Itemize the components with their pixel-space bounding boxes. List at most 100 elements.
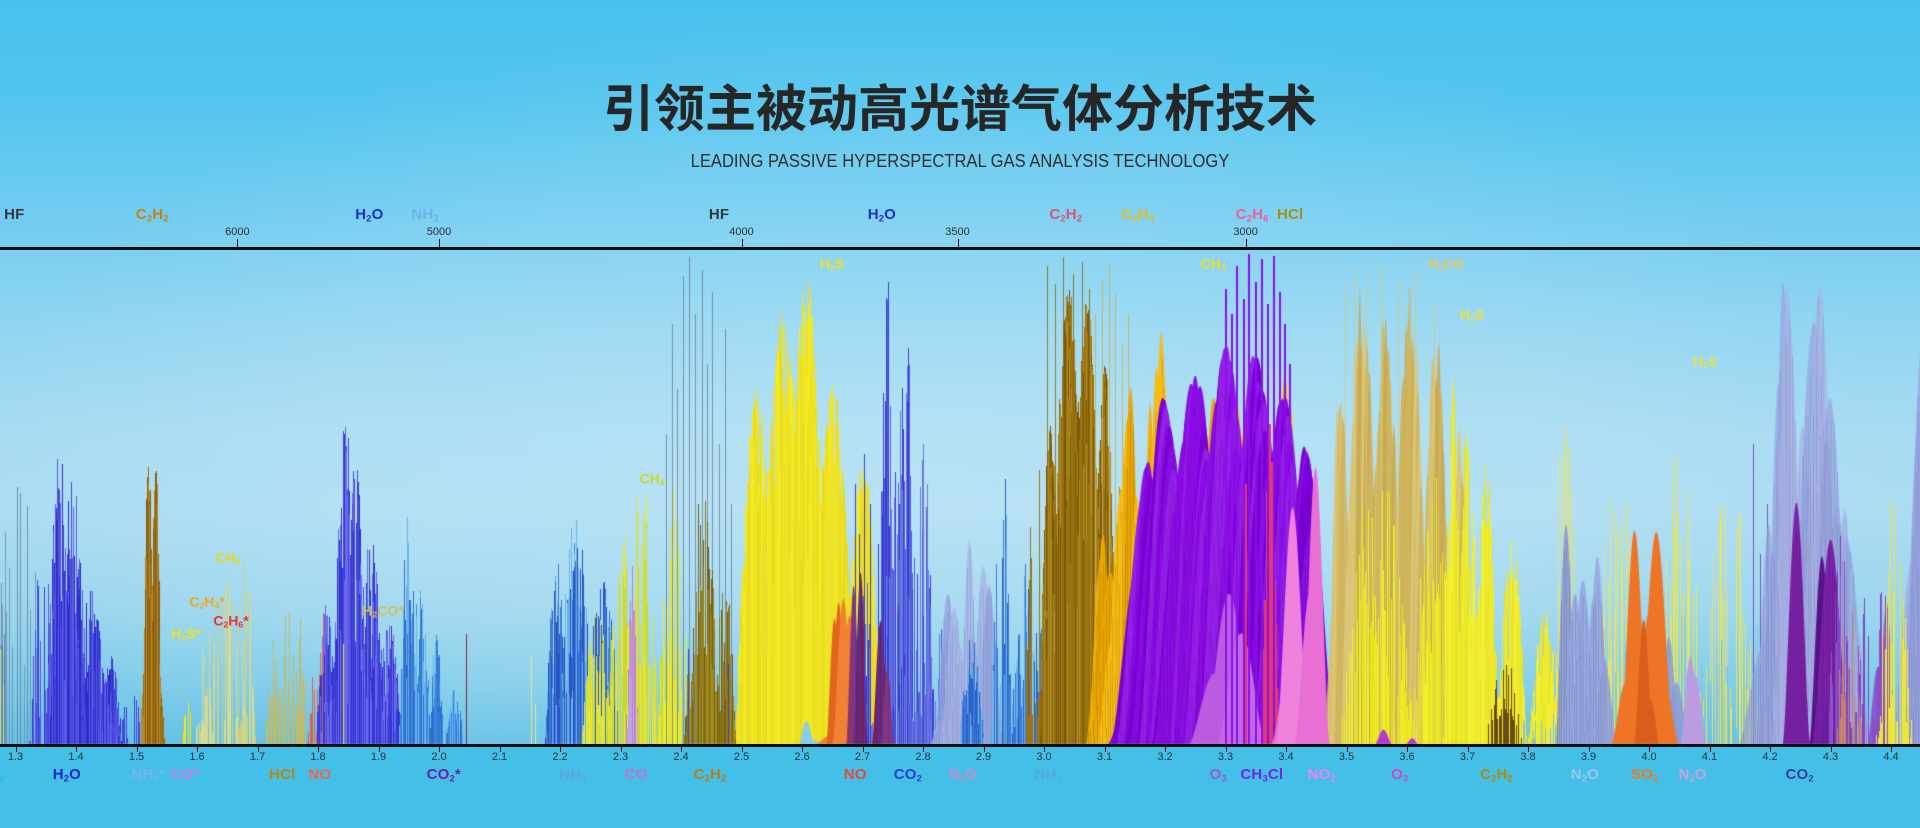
top-axis-tick-label: 5000 — [426, 226, 452, 238]
bottom-axis-tick-label: 2.9 — [975, 751, 992, 763]
gas-label-NH3: NH3 — [558, 766, 587, 784]
gas-label-NO: NO — [843, 766, 867, 783]
gas-label-N2O: N2O — [948, 766, 978, 784]
title-glyph — [756, 83, 806, 132]
gas-label-C2H4: C2H4 — [1121, 206, 1155, 224]
bottom-axis-tick-label: 1.5 — [128, 751, 145, 763]
bottom-axis-tick-label: 4.3 — [1822, 751, 1839, 763]
gas-label-N2O: N2O — [1570, 766, 1600, 784]
bottom-axis-tick-label: 3.9 — [1580, 751, 1597, 763]
bottom-axis-tick-label: 2.7 — [854, 751, 871, 763]
bottom-axis-tick-label: 3.2 — [1157, 751, 1173, 763]
bottom-axis-tick — [620, 746, 622, 752]
gas-label-CO: CO — [624, 766, 648, 783]
bottom-axis-tick — [499, 746, 501, 752]
bottom-axis-tick-label: 4.4 — [1883, 751, 1899, 763]
bottom-axis-tick — [1165, 746, 1166, 752]
bottom-axis-tick-label: 3.4 — [1278, 751, 1294, 763]
gas-label-HCl: HCl — [269, 766, 296, 783]
top-axis-tick — [237, 239, 239, 247]
bottom-axis-tick — [1830, 746, 1832, 752]
bottom-axis-tick — [439, 746, 440, 752]
bottom-axis-tick — [681, 746, 682, 752]
bottom-axis-tick-label: 1.4 — [68, 751, 84, 763]
title-glyph — [1011, 83, 1061, 131]
gas-label-O3: O3 — [1391, 766, 1409, 784]
gas-label-HF: HF — [4, 206, 25, 223]
bottom-axis-tick — [1649, 746, 1650, 752]
top-axis-tick-label: 4000 — [729, 226, 754, 238]
gas-label-CO: CO* — [170, 766, 200, 783]
bottom-axis-tick — [862, 746, 864, 752]
bottom-axis-tick-label: 1.7 — [249, 751, 266, 763]
page-title — [606, 82, 1316, 132]
bottom-axis-tick-label: 2.2 — [552, 751, 568, 763]
gas-label-H2O: H2O — [867, 206, 897, 224]
title-glyph — [1114, 83, 1163, 132]
gas-label-O3: O3 — [1209, 766, 1227, 784]
bottom-axis-tick — [76, 746, 77, 752]
bottom-axis-tick — [1346, 746, 1348, 752]
title-glyph — [654, 83, 704, 132]
bottom-axis-tick-label: 4.2 — [1762, 751, 1778, 763]
bottom-axis-tick — [1104, 746, 1106, 752]
chart-label-H2S: H2S* — [171, 625, 201, 643]
bottom-axis-tick — [136, 746, 138, 752]
bottom-axis-tick-label: 2.4 — [673, 751, 689, 763]
top-axis-tick — [1245, 239, 1247, 247]
title-glyph — [1062, 83, 1113, 131]
bottom-axis-tick — [378, 746, 380, 752]
top-axis-tick-label: 3500 — [945, 226, 970, 238]
bottom-axis-tick — [560, 746, 561, 752]
bottom-axis-tick-label: 1.8 — [310, 751, 326, 763]
gas-label-O2: O2 — [0, 773, 5, 784]
gas-label-N2O: N2O — [1678, 766, 1707, 784]
title-glyph — [707, 83, 754, 130]
chart-label-C2H4: C2H4* — [189, 593, 225, 611]
bottom-axis-tick — [15, 746, 17, 752]
chart-label-C2H6: C2H6* — [213, 612, 249, 630]
chart-label-H2S: H2S — [1692, 353, 1718, 371]
title-glyph — [1267, 83, 1316, 132]
chart-label-CH4: CH4 — [215, 549, 241, 567]
gas-label-C2H2: C2H2 — [1049, 206, 1083, 224]
gas-label-NH3: NH3* — [131, 766, 165, 784]
bottom-axis-tick — [197, 746, 198, 752]
title-glyph — [961, 82, 1010, 131]
chart-label-H2S: H2S — [819, 255, 845, 273]
gas-label-SO2: SO2 — [1631, 766, 1659, 784]
bottom-axis-tick — [1407, 746, 1408, 752]
gas-label-C2H2: C2H2 — [693, 766, 727, 784]
bottom-axis-tick-label: 2.1 — [491, 751, 508, 763]
top-axis-tick — [439, 239, 440, 247]
bottom-axis-tick-label: 2.8 — [915, 751, 931, 763]
chart-label-H2CO: H2CO* — [362, 602, 404, 620]
gas-label-CO2: CO2* — [426, 766, 461, 784]
gas-label-CO2: CO2 — [1785, 766, 1814, 784]
gas-label-NH3: NH3 — [411, 206, 439, 224]
chart-label-CH4: CH4 — [1200, 255, 1226, 273]
bottom-axis-tick — [1286, 746, 1287, 752]
bottom-axis-tick-label: 3.8 — [1520, 751, 1536, 763]
top-axis-tick-label: 6000 — [225, 226, 250, 238]
bottom-axis-tick-label: 1.6 — [189, 751, 205, 763]
title-glyph — [860, 82, 907, 132]
bottom-axis-tick-label: 3.6 — [1399, 751, 1415, 763]
bottom-axis-tick — [1528, 746, 1529, 752]
bottom-axis-tick — [923, 746, 924, 752]
bottom-axis-tick-label: 2.6 — [794, 751, 810, 763]
gas-label-HCl: HCl — [1276, 206, 1304, 223]
gas-label-CH3Cl: CH3Cl — [1240, 766, 1284, 784]
gas-label-C2H2: C2H2 — [1480, 766, 1513, 784]
bottom-axis-tick — [1709, 746, 1711, 752]
bottom-axis-tick — [1891, 746, 1892, 752]
bottom-axis-tick — [1588, 746, 1590, 752]
gas-label-HF: HF — [708, 206, 730, 223]
gas-label-H2O: H2O — [52, 766, 82, 784]
bottom-axis-tick — [257, 746, 259, 752]
chart-label-CH4: CH4 — [639, 470, 665, 488]
top-axis-tick — [957, 239, 959, 247]
page-subtitle: LEADING PASSIVE HYPERSPECTRAL GAS ANALYS… — [690, 151, 1230, 171]
bottom-axis-tick — [741, 746, 743, 752]
